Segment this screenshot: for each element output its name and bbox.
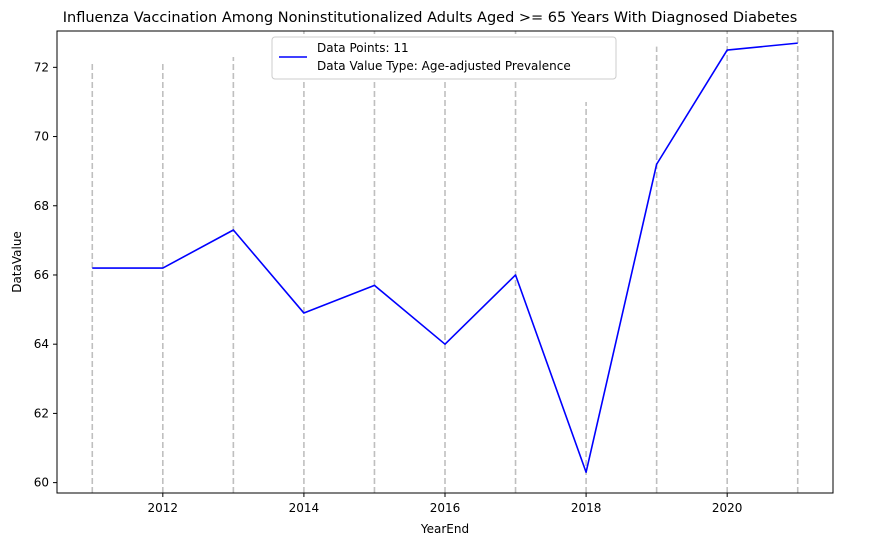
vertical-dashed-lines xyxy=(91,31,799,493)
y-tick-label: 68 xyxy=(34,199,49,213)
y-axis-label: DataValue xyxy=(10,231,24,293)
y-tick-label: 62 xyxy=(34,406,49,420)
x-tick-label: 2020 xyxy=(712,501,743,515)
chart-title: Influenza Vaccination Among Noninstituti… xyxy=(63,10,798,26)
y-tick-label: 64 xyxy=(34,337,49,351)
x-axis-label: YearEnd xyxy=(420,522,469,536)
legend-line-2: Data Value Type: Age-adjusted Prevalence xyxy=(317,59,571,73)
y-tick-label: 66 xyxy=(34,268,49,282)
legend: Data Points: 11 Data Value Type: Age-adj… xyxy=(271,36,617,80)
y-tick-label: 72 xyxy=(34,60,49,74)
x-tick-label: 2018 xyxy=(571,501,602,515)
legend-line-1: Data Points: 11 xyxy=(317,41,409,55)
y-tick-label: 60 xyxy=(34,476,49,490)
x-axis-ticks: 2012 2014 2016 2018 2020 xyxy=(148,493,743,515)
y-axis-ticks: 60 62 64 66 68 70 72 xyxy=(34,60,57,490)
x-tick-label: 2014 xyxy=(289,501,320,515)
series-group xyxy=(92,42,798,474)
x-tick-label: 2012 xyxy=(148,501,179,515)
y-tick-label: 70 xyxy=(34,130,49,144)
x-tick-label: 2016 xyxy=(430,501,461,515)
legend-box xyxy=(271,36,617,80)
